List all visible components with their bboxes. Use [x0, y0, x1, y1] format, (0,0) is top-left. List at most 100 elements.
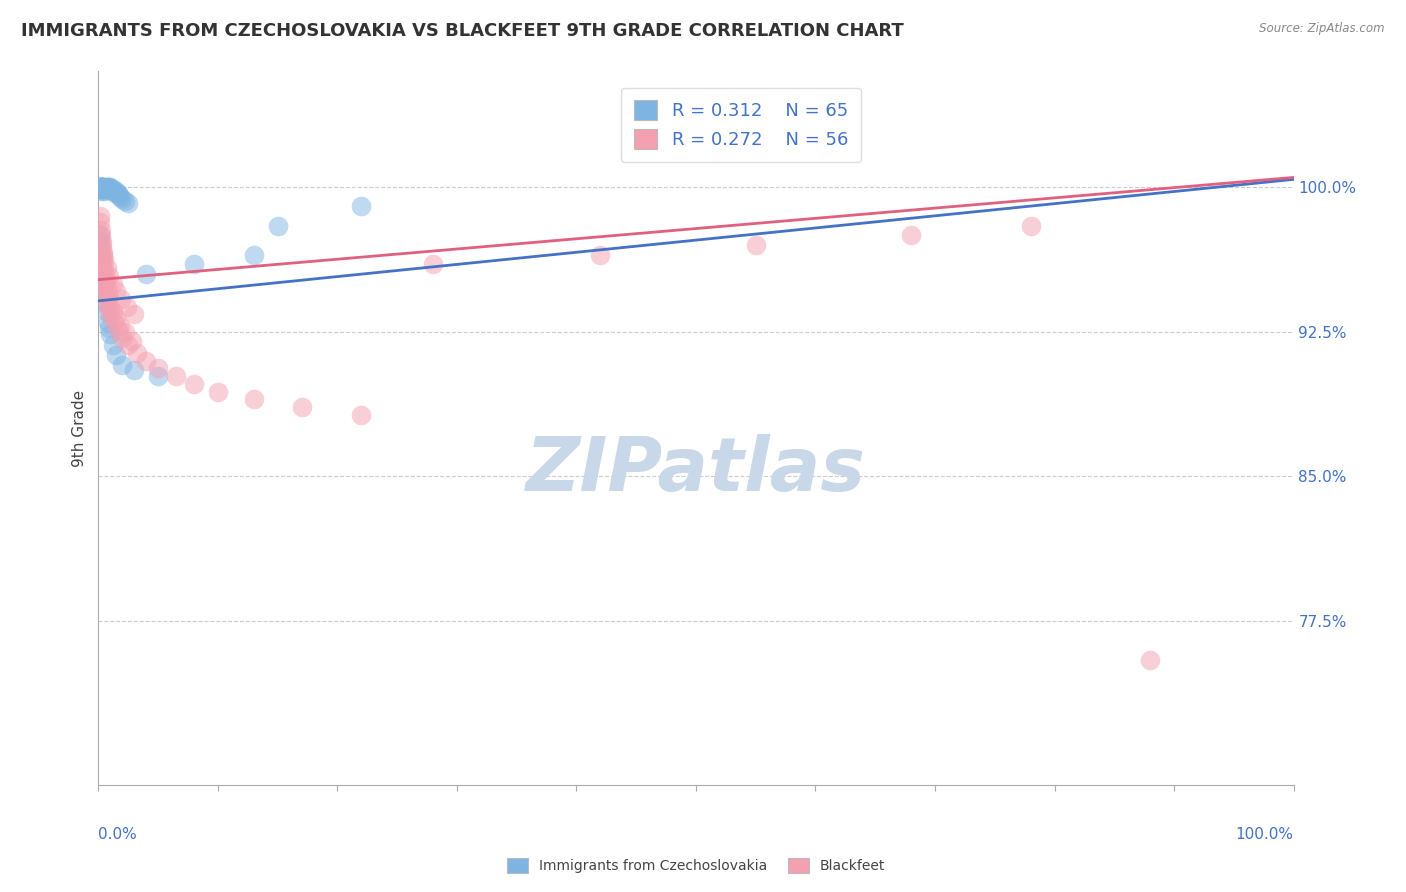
- Point: [97, 180, 120, 194]
- Point: [114, 194, 136, 208]
- Point: [91, 182, 114, 196]
- Point: [267, 219, 290, 233]
- Point: [745, 238, 768, 252]
- Point: [105, 184, 128, 198]
- Point: [117, 338, 139, 352]
- Point: [103, 315, 125, 329]
- Text: IMMIGRANTS FROM CZECHOSLOVAKIA VS BLACKFEET 9TH GRADE CORRELATION CHART: IMMIGRANTS FROM CZECHOSLOVAKIA VS BLACKF…: [21, 22, 904, 40]
- Point: [350, 408, 373, 422]
- Point: [94, 180, 117, 194]
- Point: [101, 182, 124, 196]
- Point: [90, 180, 112, 194]
- Point: [101, 277, 124, 291]
- Point: [115, 300, 138, 314]
- Point: [350, 199, 373, 213]
- Point: [89, 182, 111, 196]
- Point: [110, 292, 132, 306]
- Point: [105, 348, 128, 362]
- Point: [90, 228, 112, 243]
- Point: [93, 253, 115, 268]
- Point: [91, 277, 114, 291]
- Point: [1139, 652, 1161, 666]
- Point: [91, 180, 114, 194]
- Point: [91, 234, 114, 248]
- Point: [96, 280, 118, 294]
- Point: [243, 247, 266, 261]
- Point: [98, 180, 122, 194]
- Point: [97, 300, 120, 314]
- Point: [207, 384, 229, 399]
- Point: [89, 234, 111, 248]
- Point: [93, 180, 115, 194]
- Point: [111, 192, 134, 206]
- Point: [111, 358, 134, 372]
- Point: [135, 353, 157, 368]
- Point: [183, 376, 205, 391]
- Point: [89, 180, 111, 194]
- Point: [89, 209, 111, 223]
- Point: [90, 261, 112, 276]
- Point: [94, 182, 117, 196]
- Point: [111, 330, 134, 344]
- Point: [98, 268, 121, 283]
- Point: [98, 182, 121, 196]
- Point: [94, 273, 117, 287]
- Point: [103, 184, 125, 198]
- Point: [108, 318, 131, 333]
- Y-axis label: 9th Grade: 9th Grade: [72, 390, 87, 467]
- Point: [90, 184, 112, 198]
- Point: [97, 182, 120, 196]
- Point: [94, 295, 117, 310]
- Point: [105, 311, 128, 326]
- Point: [124, 363, 146, 377]
- Point: [96, 261, 118, 276]
- Point: [148, 361, 170, 376]
- Point: [91, 245, 114, 260]
- Point: [96, 180, 118, 194]
- Point: [91, 267, 114, 281]
- Point: [291, 400, 314, 414]
- Point: [90, 253, 112, 268]
- Point: [93, 261, 115, 276]
- Point: [89, 180, 111, 194]
- Point: [114, 325, 136, 339]
- Point: [89, 180, 111, 194]
- Point: [101, 305, 124, 319]
- Point: [91, 182, 114, 196]
- Point: [91, 273, 114, 287]
- Point: [125, 346, 148, 360]
- Point: [91, 267, 114, 281]
- Point: [91, 261, 114, 276]
- Point: [93, 286, 115, 301]
- Point: [183, 257, 205, 271]
- Point: [91, 253, 114, 268]
- Point: [90, 222, 112, 236]
- Point: [90, 247, 112, 261]
- Point: [108, 190, 131, 204]
- Point: [100, 184, 122, 198]
- Point: [121, 334, 143, 349]
- Point: [93, 267, 115, 281]
- Point: [93, 182, 115, 196]
- Text: 100.0%: 100.0%: [1236, 828, 1294, 842]
- Text: ZIPatlas: ZIPatlas: [526, 434, 866, 508]
- Point: [98, 180, 121, 194]
- Point: [91, 238, 114, 252]
- Point: [91, 180, 114, 194]
- Point: [91, 280, 114, 294]
- Point: [91, 180, 114, 194]
- Point: [422, 257, 444, 271]
- Point: [1019, 219, 1042, 233]
- Point: [117, 195, 139, 210]
- Text: Source: ZipAtlas.com: Source: ZipAtlas.com: [1260, 22, 1385, 36]
- Point: [89, 215, 111, 229]
- Point: [91, 180, 114, 194]
- Point: [97, 286, 120, 301]
- Point: [105, 284, 128, 298]
- Point: [97, 315, 120, 329]
- Point: [107, 187, 129, 202]
- Point: [91, 242, 114, 256]
- Point: [98, 326, 122, 341]
- Point: [93, 286, 115, 301]
- Point: [90, 180, 112, 194]
